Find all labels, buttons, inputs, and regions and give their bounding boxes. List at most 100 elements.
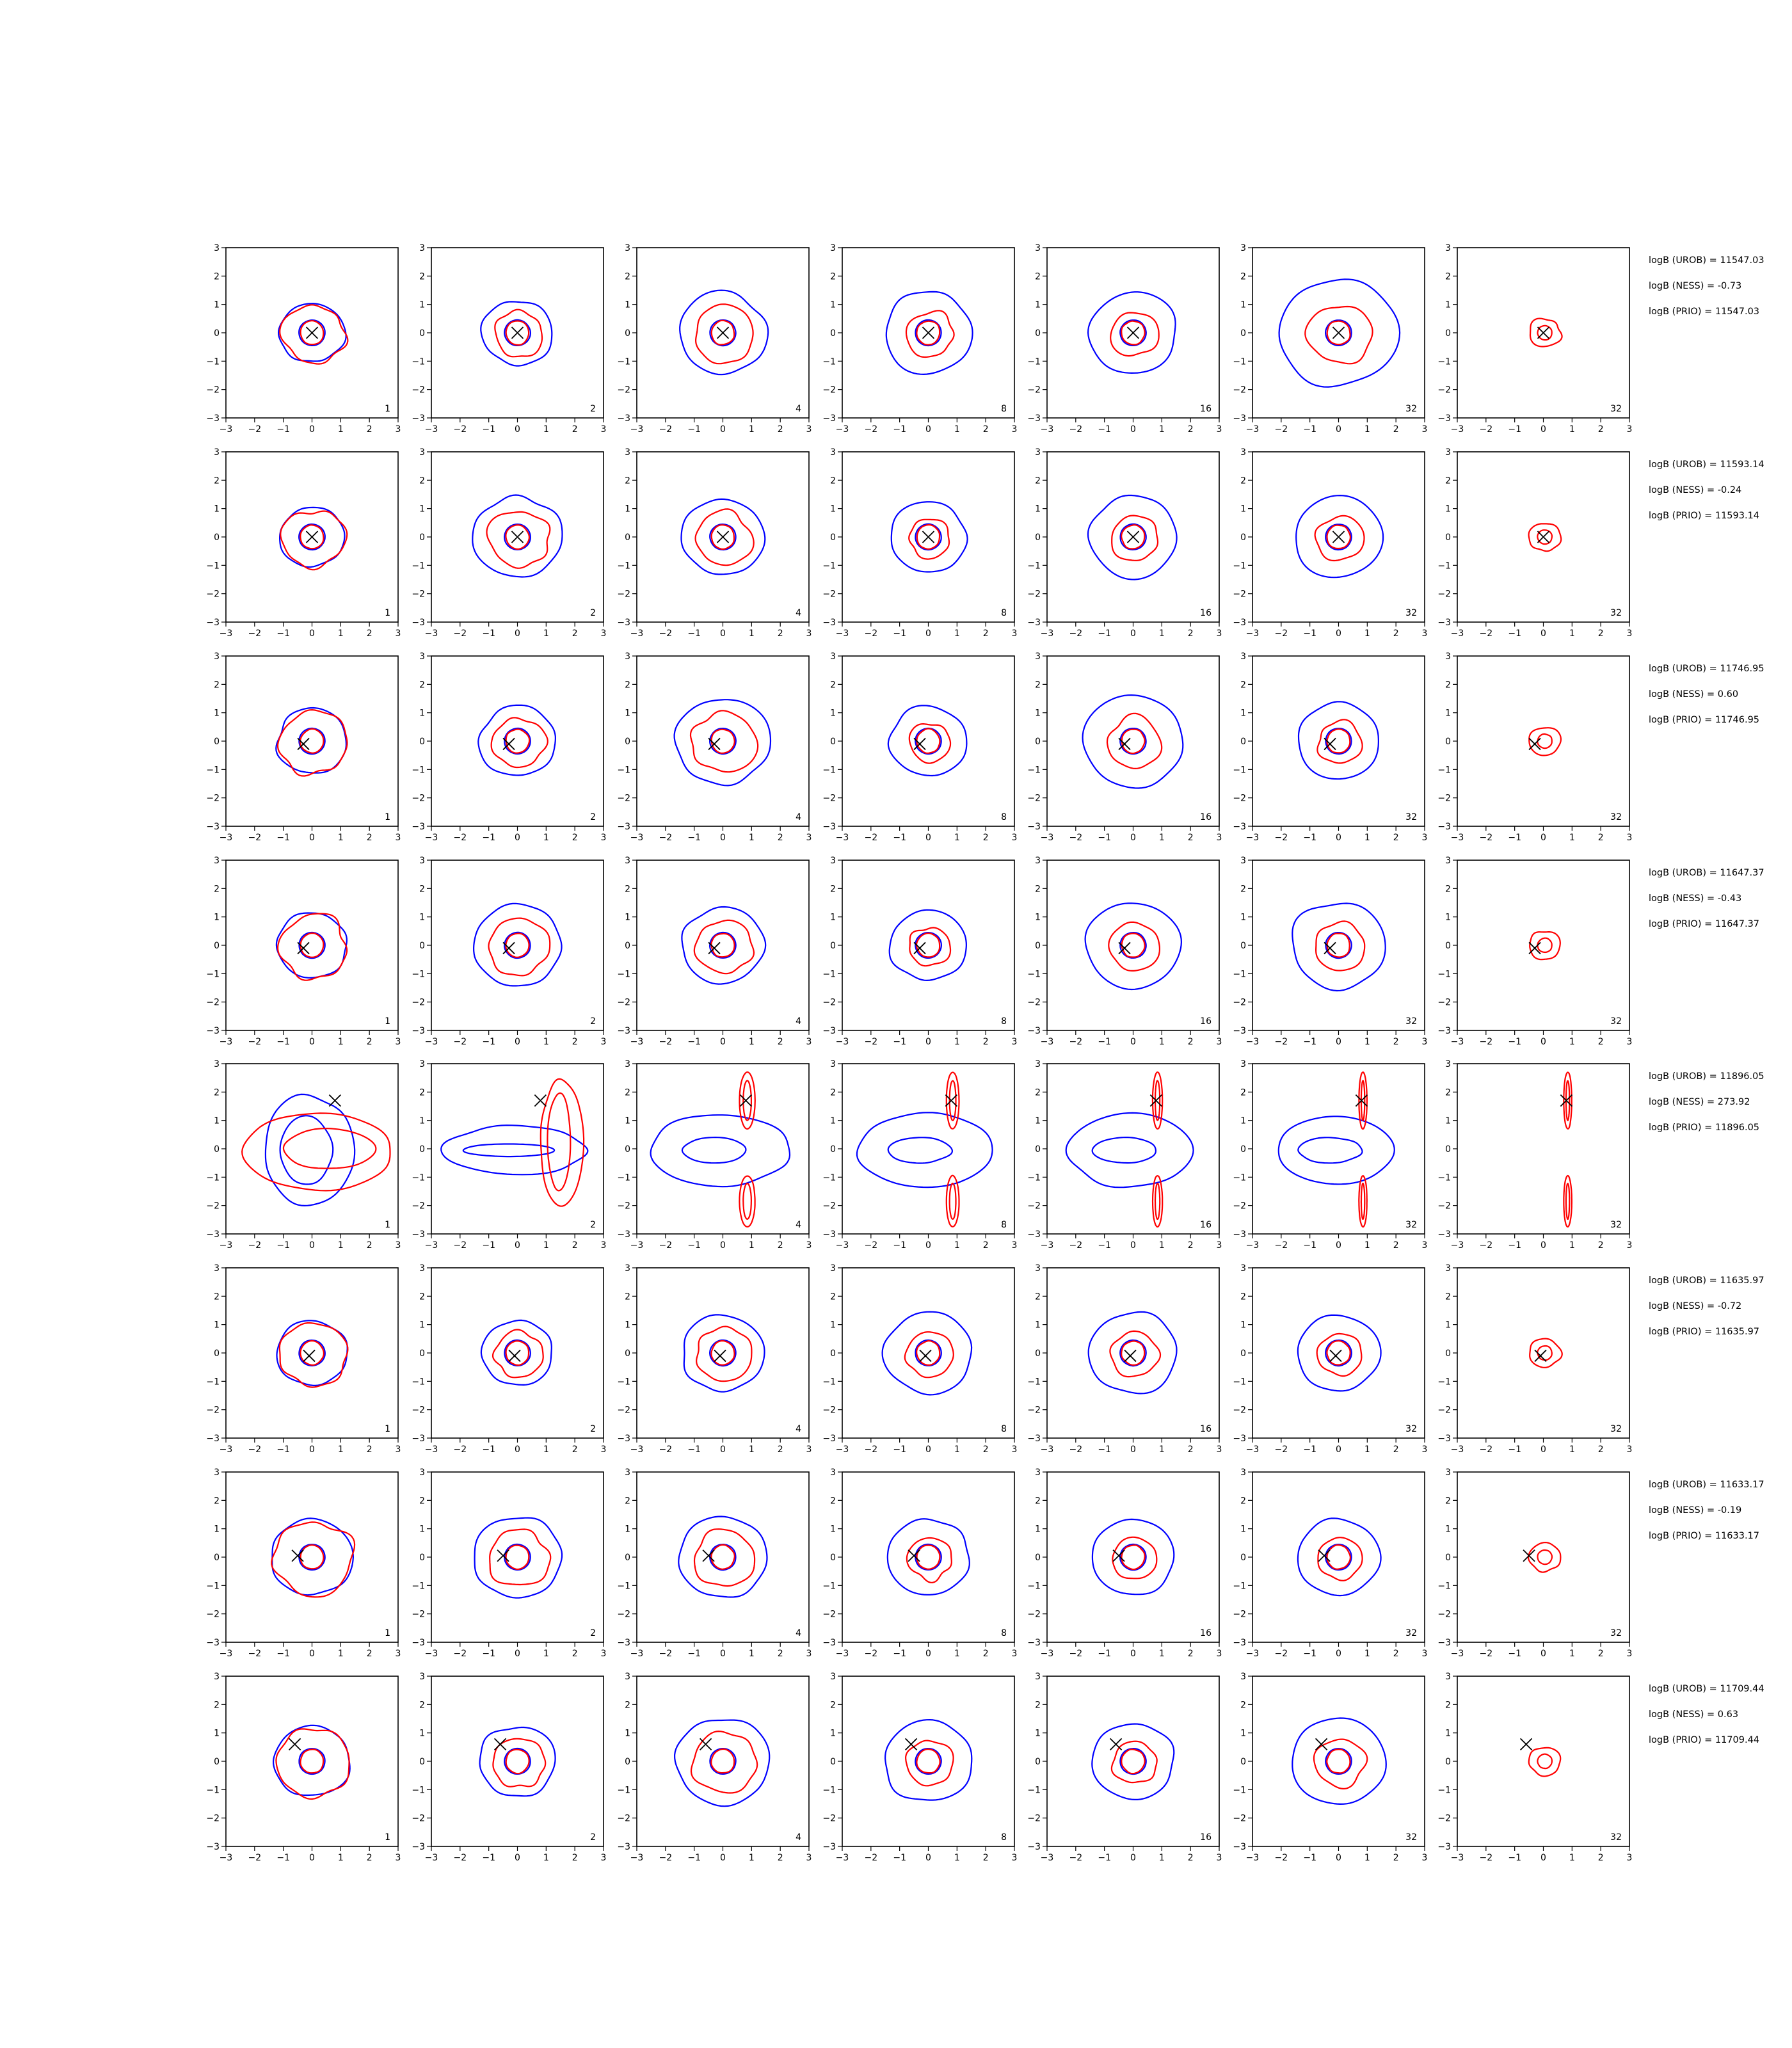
y-tick-label: −3 bbox=[1437, 413, 1451, 424]
y-tick-label: −1 bbox=[1233, 765, 1246, 775]
y-tick-label: 1 bbox=[1445, 913, 1451, 923]
x-tick-label: 3 bbox=[1217, 628, 1222, 639]
y-tick-label: 1 bbox=[1035, 300, 1041, 310]
x-tick-label: 3 bbox=[396, 833, 401, 843]
y-tick-label: 3 bbox=[1445, 856, 1451, 866]
marker-x bbox=[1519, 1738, 1533, 1751]
marker-x bbox=[493, 1738, 507, 1751]
x-tick-label: 2 bbox=[1393, 833, 1399, 843]
marker-x bbox=[1315, 1738, 1328, 1751]
red-contour-outer bbox=[241, 1112, 391, 1192]
red-lobe-inner bbox=[1360, 1182, 1366, 1220]
row-annotation: logB (UROB) = 11593.14 bbox=[1649, 460, 1764, 470]
y-tick-label: 3 bbox=[830, 1468, 836, 1478]
plot-area bbox=[1087, 494, 1178, 580]
x-tick-label: 2 bbox=[572, 1444, 578, 1455]
x-tick-label: 1 bbox=[749, 1444, 755, 1455]
y-tick-label: 1 bbox=[625, 1320, 630, 1331]
panel-label: 2 bbox=[590, 812, 596, 822]
x-tick-label: −3 bbox=[1041, 628, 1054, 639]
blue-contour-outer bbox=[1082, 694, 1184, 789]
axes-frame bbox=[225, 1063, 399, 1235]
x-tick-label: 0 bbox=[515, 1649, 520, 1659]
y-tick-label: −3 bbox=[1233, 1638, 1246, 1648]
y-tick-label: 3 bbox=[1240, 243, 1246, 253]
marker-x bbox=[502, 737, 515, 751]
x-tick-label: 0 bbox=[1540, 1444, 1546, 1455]
row-annotation: logB (UROB) = 11896.05 bbox=[1649, 1071, 1764, 1082]
plot-area bbox=[479, 1726, 556, 1797]
x-tick-label: 0 bbox=[309, 1649, 315, 1659]
x-tick-label: −2 bbox=[865, 1444, 878, 1455]
blue-contour-inner bbox=[709, 1544, 737, 1571]
plot-area bbox=[673, 699, 772, 787]
y-tick-label: 0 bbox=[830, 1553, 836, 1563]
x-tick-label: 2 bbox=[367, 1037, 372, 1047]
y-tick-label: 0 bbox=[830, 328, 836, 339]
blue-contour-inner bbox=[298, 1544, 326, 1571]
blue-contour-inner bbox=[915, 523, 942, 551]
x-tick-label: −2 bbox=[659, 1649, 673, 1659]
y-tick-label: −1 bbox=[412, 1172, 425, 1183]
y-tick-label: −2 bbox=[1233, 1201, 1246, 1212]
blue-contour-outer bbox=[881, 1311, 973, 1396]
x-tick-label: 3 bbox=[396, 1240, 401, 1251]
red-contour-inner bbox=[300, 1340, 324, 1366]
x-tick-label: 3 bbox=[1217, 833, 1222, 843]
y-tick-label: 2 bbox=[1445, 1496, 1451, 1506]
x-tick-label: −1 bbox=[1508, 1444, 1521, 1455]
y-tick-label: 2 bbox=[1240, 1496, 1246, 1506]
blue-contour-outer bbox=[673, 699, 772, 787]
axes-frame bbox=[1046, 655, 1220, 827]
blue-contour-inner bbox=[1325, 319, 1352, 346]
y-tick-label: 0 bbox=[419, 1348, 425, 1359]
panel-label: 32 bbox=[1610, 404, 1622, 414]
x-tick-label: 0 bbox=[925, 1444, 931, 1455]
y-tick-label: −3 bbox=[822, 413, 836, 424]
y-tick-label: 0 bbox=[1240, 1144, 1246, 1155]
axes-frame bbox=[1457, 1063, 1630, 1235]
y-tick-label: −1 bbox=[1233, 356, 1246, 367]
panel-r3-c4: −3−3 −2 −2 −1 −1 0 0 1 1 2 2 3 3 8 bbox=[822, 652, 1017, 843]
x-tick-label: −2 bbox=[659, 424, 673, 435]
y-tick-label: 1 bbox=[830, 300, 836, 310]
red-lobe-inner bbox=[948, 1080, 957, 1121]
x-tick-label: 1 bbox=[954, 833, 960, 843]
y-tick-label: −1 bbox=[412, 1581, 425, 1591]
y-tick-label: −2 bbox=[1233, 589, 1246, 600]
x-tick-label: 2 bbox=[1598, 1649, 1604, 1659]
y-tick-label: 2 bbox=[419, 1087, 425, 1098]
x-tick-label: 1 bbox=[338, 833, 344, 843]
x-tick-label: −3 bbox=[1246, 1853, 1260, 1863]
panel-r8-c5: −3−3 −2 −2 −1 −1 0 0 1 1 2 2 3 3 16 bbox=[1027, 1672, 1222, 1863]
blue-contour-inner bbox=[462, 1143, 556, 1158]
axes-frame bbox=[842, 1676, 1015, 1847]
y-tick-label: 3 bbox=[419, 243, 425, 253]
x-tick-label: 3 bbox=[1217, 424, 1222, 435]
x-tick-label: −2 bbox=[1069, 833, 1083, 843]
x-tick-label: −2 bbox=[248, 1240, 262, 1251]
x-tick-label: 1 bbox=[954, 1037, 960, 1047]
x-tick-label: −3 bbox=[1451, 1037, 1464, 1047]
x-tick-label: −2 bbox=[659, 1037, 673, 1047]
x-tick-label: 3 bbox=[1627, 1037, 1633, 1047]
panel-r8-c6: −3−3 −2 −2 −1 −1 0 0 1 1 2 2 3 3 32 bbox=[1233, 1672, 1427, 1863]
y-tick-label: 0 bbox=[214, 941, 220, 951]
blue-contour-outer bbox=[473, 902, 563, 987]
y-tick-label: 3 bbox=[1445, 1059, 1451, 1069]
x-tick-label: −1 bbox=[1098, 1649, 1111, 1659]
blue-contour-outer bbox=[278, 303, 347, 362]
plot-area bbox=[1523, 1542, 1562, 1573]
x-tick-label: −1 bbox=[1098, 1444, 1111, 1455]
plot-area bbox=[241, 1093, 391, 1206]
y-tick-label: 3 bbox=[1445, 1672, 1451, 1682]
blue-contour-inner bbox=[1325, 1748, 1352, 1775]
red-lobe-inner bbox=[1565, 1183, 1571, 1220]
x-tick-label: 3 bbox=[1422, 833, 1428, 843]
y-tick-label: 3 bbox=[625, 1263, 630, 1274]
y-tick-label: −3 bbox=[206, 1026, 220, 1036]
x-tick-label: 3 bbox=[601, 833, 607, 843]
